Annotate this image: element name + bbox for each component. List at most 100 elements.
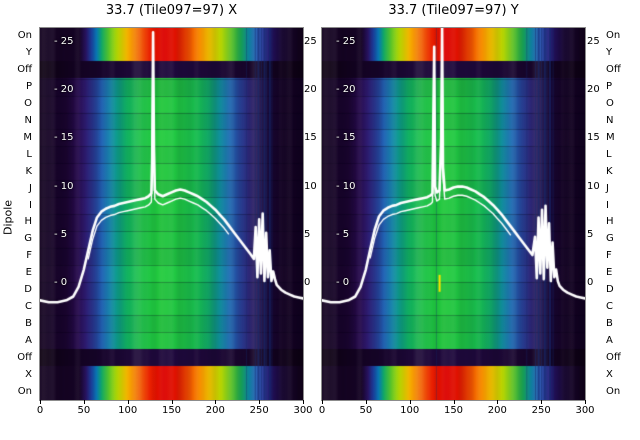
inner-power-tick-label: - 20 bbox=[54, 84, 74, 96]
x-tick-label: 150 bbox=[443, 405, 464, 416]
dipole-label-left: P bbox=[25, 81, 32, 93]
dipole-label-left: Y bbox=[25, 47, 32, 59]
inner-power-tick-label: - 25 bbox=[336, 36, 356, 47]
inner-power-tick-label: - 5 bbox=[336, 228, 350, 240]
dipole-label-right: J bbox=[606, 182, 609, 194]
dipole-label-right: H bbox=[606, 216, 614, 228]
dipole-label-left: I bbox=[29, 199, 32, 211]
dipole-label-left: On bbox=[17, 30, 32, 42]
x-tick-mark bbox=[171, 400, 173, 404]
x-tick-mark bbox=[453, 400, 455, 404]
dipole-label-right: D bbox=[606, 284, 614, 296]
inner-power-tick-label: - 10 bbox=[54, 180, 74, 192]
x-tick-mark bbox=[497, 400, 499, 404]
x-tick-mark bbox=[83, 400, 85, 404]
inner-power-tick-label: - 20 bbox=[336, 84, 356, 96]
dipole-label-right: K bbox=[606, 165, 613, 177]
dipole-label-left: C bbox=[25, 301, 32, 312]
x-tick-label: 300 bbox=[293, 405, 313, 416]
dipole-label-right: M bbox=[606, 131, 615, 143]
inner-power-tick-label: - 15 bbox=[54, 132, 74, 144]
inner-power-tick-label: - 0 bbox=[336, 277, 350, 288]
inner-power-tick-label: - 25 bbox=[54, 36, 74, 47]
panel-title-x: 33.7 (Tile097=97) X bbox=[105, 3, 238, 18]
x-tick-label: 250 bbox=[249, 405, 269, 416]
dipole-label-right: Off bbox=[606, 64, 621, 76]
dipole-label-right: On bbox=[606, 30, 621, 42]
x-tick-label: 100 bbox=[400, 405, 420, 416]
x-tick-label: 200 bbox=[487, 405, 507, 416]
power-tick-label: 25 bbox=[587, 36, 600, 47]
dipole-label-right: X bbox=[606, 368, 613, 380]
x-tick-label: 250 bbox=[531, 405, 551, 416]
inner-power-tick-label: - 5 bbox=[54, 228, 68, 240]
dipole-label-left: E bbox=[25, 267, 32, 279]
power-tick-label: 15 bbox=[587, 132, 600, 144]
x-tick-label: 300 bbox=[575, 405, 595, 416]
dipole-label-right: A bbox=[606, 334, 613, 346]
power-tick-label: 10 bbox=[304, 180, 317, 192]
power-tick-label: 20 bbox=[304, 84, 317, 96]
dipole-label-left: D bbox=[24, 284, 32, 296]
dipole-label-right: On bbox=[606, 385, 621, 397]
dipole-label-left: On bbox=[17, 385, 32, 397]
x-tick-label: 200 bbox=[205, 405, 225, 416]
dipole-label-right: F bbox=[606, 250, 612, 262]
dipole-label-right: C bbox=[606, 301, 613, 312]
heatmap-panel-y bbox=[321, 27, 586, 401]
dipole-label-left: Off bbox=[17, 351, 32, 363]
x-tick-label: 50 bbox=[77, 405, 91, 416]
dipole-label-left: H bbox=[24, 216, 32, 228]
dipole-label-right: E bbox=[606, 267, 613, 279]
x-tick-label: 0 bbox=[36, 405, 44, 416]
dipole-label-left: B bbox=[25, 317, 32, 329]
dipole-label-left: L bbox=[26, 148, 32, 160]
heatmap-panel-x bbox=[39, 27, 304, 401]
x-tick-label: 100 bbox=[118, 405, 138, 416]
inner-power-tick-label: - 0 bbox=[54, 277, 68, 288]
dipole-label-left: F bbox=[26, 250, 32, 262]
x-tick-mark bbox=[127, 400, 129, 404]
power-tick-label: 15 bbox=[304, 132, 317, 144]
x-tick-mark bbox=[259, 400, 261, 404]
x-tick-mark bbox=[215, 400, 217, 404]
dipole-label-left: O bbox=[24, 98, 32, 110]
x-tick-label: 0 bbox=[318, 405, 326, 416]
dipole-label-left: Off bbox=[17, 64, 32, 76]
panel-title-y: 33.7 (Tile097=97) Y bbox=[388, 3, 519, 18]
power-tick-label: 10 bbox=[587, 180, 600, 192]
dipole-label-right: P bbox=[606, 81, 613, 93]
dipole-label-left: N bbox=[24, 115, 32, 126]
dipole-label-left: J bbox=[29, 182, 32, 194]
dipole-label-right: O bbox=[606, 98, 614, 110]
x-tick-mark bbox=[322, 400, 323, 404]
x-tick-mark bbox=[303, 400, 304, 404]
power-tick-label: 5 bbox=[587, 228, 594, 240]
dipole-label-left: M bbox=[23, 131, 32, 143]
dipole-label-right: Off bbox=[606, 351, 621, 363]
dipole-label-left: A bbox=[25, 334, 32, 346]
dipole-label-right: I bbox=[606, 199, 609, 211]
dipole-label-right: L bbox=[606, 148, 612, 160]
x-tick-mark bbox=[409, 400, 411, 404]
x-tick-mark bbox=[541, 400, 543, 404]
x-tick-label: 150 bbox=[161, 405, 182, 416]
power-tick-label: 20 bbox=[587, 84, 600, 96]
dipole-label-right: G bbox=[606, 233, 614, 245]
power-tick-label: 0 bbox=[304, 277, 311, 288]
x-tick-label: 50 bbox=[359, 405, 373, 416]
x-tick-mark bbox=[40, 400, 41, 404]
x-tick-mark bbox=[365, 400, 367, 404]
dipole-label-right: B bbox=[606, 317, 613, 329]
power-tick-label: 5 bbox=[304, 228, 311, 240]
dipole-label-left: K bbox=[25, 165, 32, 177]
dipole-label-right: N bbox=[606, 115, 614, 126]
dipole-label-left: G bbox=[24, 233, 32, 245]
power-tick-label: 0 bbox=[587, 277, 594, 288]
x-tick-mark bbox=[585, 400, 586, 404]
inner-power-tick-label: - 10 bbox=[336, 180, 356, 192]
dipole-label-right: Y bbox=[606, 47, 613, 59]
power-tick-label: 25 bbox=[304, 36, 317, 47]
inner-power-tick-label: - 15 bbox=[336, 132, 356, 144]
